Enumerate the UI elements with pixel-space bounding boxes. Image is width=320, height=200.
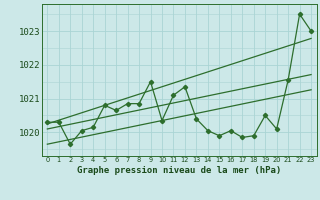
X-axis label: Graphe pression niveau de la mer (hPa): Graphe pression niveau de la mer (hPa) — [77, 166, 281, 175]
